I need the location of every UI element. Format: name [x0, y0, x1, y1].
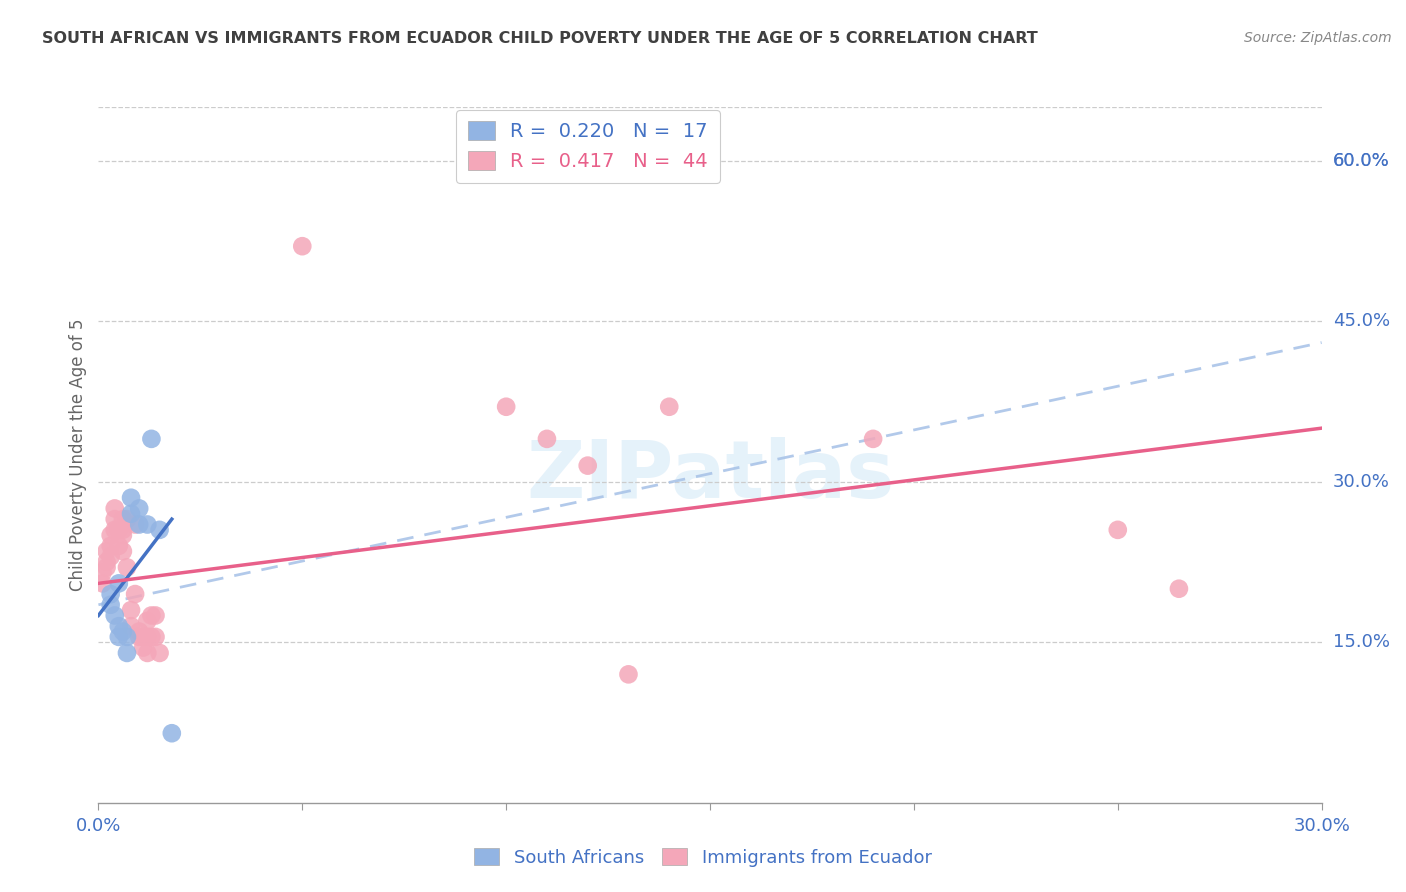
Text: SOUTH AFRICAN VS IMMIGRANTS FROM ECUADOR CHILD POVERTY UNDER THE AGE OF 5 CORREL: SOUTH AFRICAN VS IMMIGRANTS FROM ECUADOR… — [42, 31, 1038, 46]
Text: 30.0%: 30.0% — [1333, 473, 1389, 491]
Point — [104, 501, 127, 516]
Point — [149, 523, 172, 537]
Point — [91, 576, 114, 591]
Point — [104, 523, 127, 537]
Point — [1167, 582, 1189, 596]
Point — [120, 603, 142, 617]
Point — [115, 630, 138, 644]
Point — [104, 608, 127, 623]
Point — [100, 549, 122, 564]
Point — [124, 587, 146, 601]
Point — [128, 517, 150, 532]
Point — [141, 432, 163, 446]
Point — [141, 630, 163, 644]
Point — [100, 598, 122, 612]
Point — [108, 523, 131, 537]
Point — [115, 646, 138, 660]
Point — [96, 544, 118, 558]
Legend: South Africans, Immigrants from Ecuador: South Africans, Immigrants from Ecuador — [467, 841, 939, 874]
Text: 60.0%: 60.0% — [1333, 152, 1389, 169]
Point — [120, 491, 142, 505]
Point — [576, 458, 599, 473]
Point — [136, 646, 159, 660]
Point — [111, 624, 134, 639]
Point — [128, 624, 150, 639]
Point — [111, 512, 134, 526]
Point — [108, 630, 131, 644]
Point — [115, 512, 138, 526]
Text: ZIPatlas: ZIPatlas — [526, 437, 894, 515]
Point — [115, 560, 138, 574]
Point — [536, 432, 558, 446]
Point — [145, 608, 167, 623]
Text: 15.0%: 15.0% — [1333, 633, 1389, 651]
Text: Source: ZipAtlas.com: Source: ZipAtlas.com — [1244, 31, 1392, 45]
Point — [96, 560, 118, 574]
Point — [111, 528, 134, 542]
Point — [120, 507, 142, 521]
Point — [658, 400, 681, 414]
Point — [132, 640, 155, 655]
Point — [160, 726, 183, 740]
Text: 60.0%: 60.0% — [1333, 152, 1389, 169]
Point — [111, 523, 134, 537]
Point — [96, 555, 118, 569]
Text: 45.0%: 45.0% — [1333, 312, 1391, 330]
Point — [128, 630, 150, 644]
Point — [495, 400, 517, 414]
Point — [124, 517, 146, 532]
Point — [120, 619, 142, 633]
Point — [136, 630, 159, 644]
Point — [141, 608, 163, 623]
Point — [100, 587, 122, 601]
Y-axis label: Child Poverty Under the Age of 5: Child Poverty Under the Age of 5 — [69, 318, 87, 591]
Point — [91, 566, 114, 580]
Point — [128, 501, 150, 516]
Point — [100, 539, 122, 553]
Point — [149, 646, 172, 660]
Legend: R =  0.220   N =  17, R =  0.417   N =  44: R = 0.220 N = 17, R = 0.417 N = 44 — [456, 110, 720, 183]
Point — [111, 544, 134, 558]
Point — [617, 667, 640, 681]
Point — [145, 630, 167, 644]
Point — [104, 512, 127, 526]
Point — [108, 576, 131, 591]
Point — [1107, 523, 1129, 537]
Point — [108, 619, 131, 633]
Point — [136, 517, 159, 532]
Point — [291, 239, 314, 253]
Point — [132, 630, 155, 644]
Point — [100, 528, 122, 542]
Point — [862, 432, 884, 446]
Point — [108, 539, 131, 553]
Point — [136, 614, 159, 628]
